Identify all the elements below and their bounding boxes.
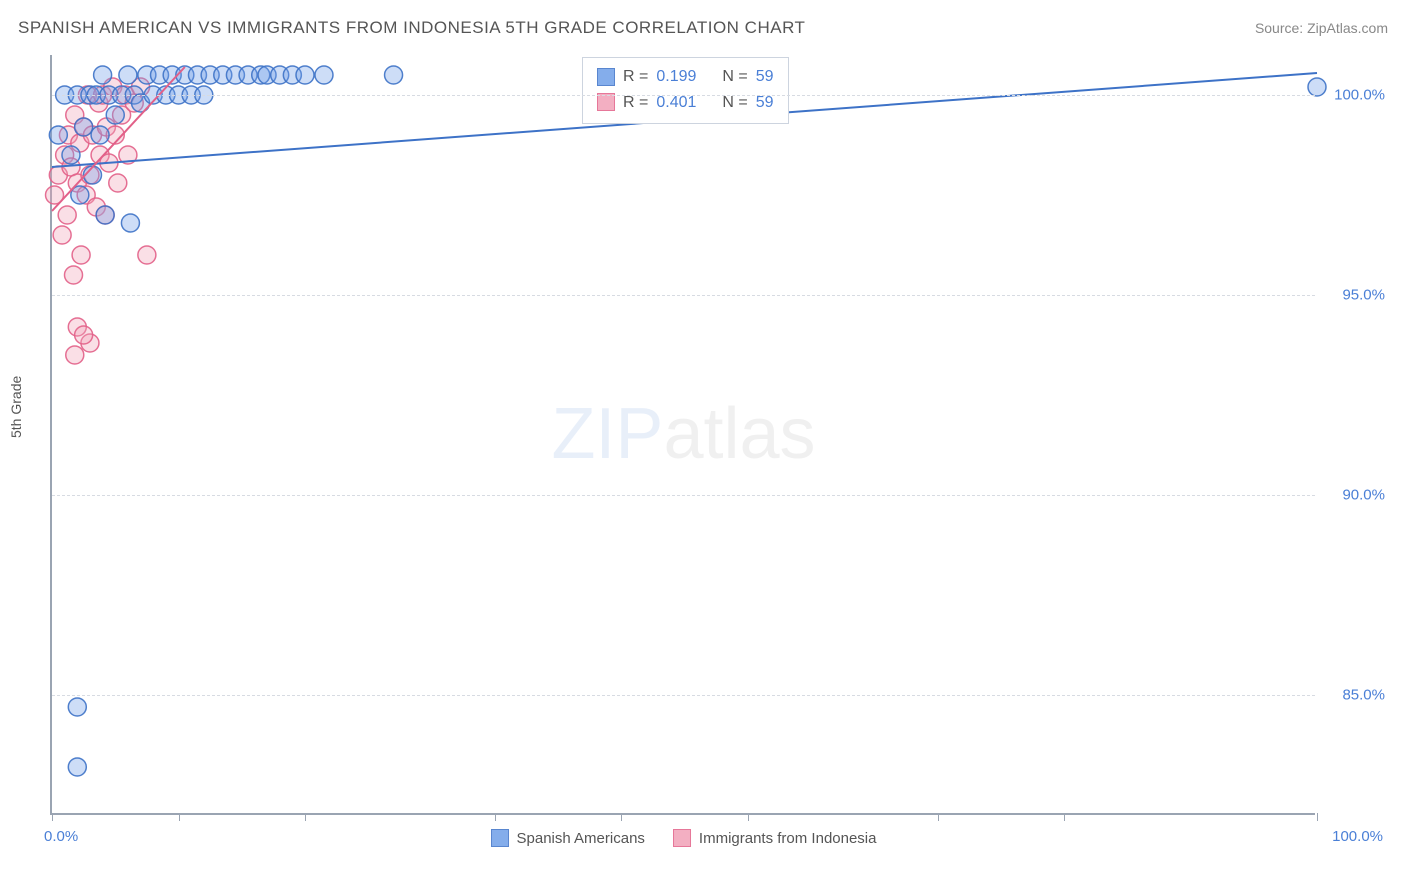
data-point (121, 214, 139, 232)
correlation-legend-box: R = 0.199 N = 59 R = 0.401 N = 59 (582, 57, 789, 124)
data-point (91, 126, 109, 144)
x-tick (938, 813, 939, 821)
legend-item-1: Spanish Americans (491, 829, 645, 847)
data-point (385, 66, 403, 84)
legend-n-label: N = (722, 90, 747, 116)
legend-label-1: Spanish Americans (517, 830, 645, 847)
y-axis-title: 5th Grade (8, 376, 24, 438)
data-point (1308, 78, 1326, 96)
x-tick (305, 813, 306, 821)
data-point (65, 266, 83, 284)
data-point (106, 106, 124, 124)
series-legend: Spanish Americans Immigrants from Indone… (491, 829, 877, 847)
x-tick (52, 813, 53, 821)
data-point (94, 66, 112, 84)
data-point (296, 66, 314, 84)
x-tick (748, 813, 749, 821)
legend-r-value-2: 0.401 (656, 90, 696, 116)
data-point (72, 246, 90, 264)
x-tick (621, 813, 622, 821)
legend-swatch-bottom-2 (673, 829, 691, 847)
legend-swatch-2 (597, 93, 615, 111)
x-axis-max-label: 100.0% (1332, 828, 1383, 845)
legend-n-label: N = (722, 64, 747, 90)
legend-item-2: Immigrants from Indonesia (673, 829, 877, 847)
x-tick (1317, 813, 1318, 821)
data-point (58, 206, 76, 224)
y-tick-label: 100.0% (1334, 87, 1385, 104)
data-point (138, 246, 156, 264)
legend-r-label: R = (623, 90, 648, 116)
grid-line (52, 295, 1315, 296)
data-point (49, 126, 67, 144)
legend-label-2: Immigrants from Indonesia (699, 830, 877, 847)
legend-swatch-1 (597, 68, 615, 86)
legend-row-2: R = 0.401 N = 59 (597, 90, 774, 116)
legend-r-value-1: 0.199 (656, 64, 696, 90)
grid-line (52, 95, 1315, 96)
grid-line (52, 495, 1315, 496)
data-point (62, 146, 80, 164)
data-point (75, 326, 93, 344)
y-tick-label: 85.0% (1342, 687, 1385, 704)
scatter-chart (52, 55, 1317, 815)
y-tick-label: 90.0% (1342, 487, 1385, 504)
legend-swatch-bottom-1 (491, 829, 509, 847)
plot-area: ZIPatlas R = 0.199 N = 59 R = 0.401 N = … (50, 55, 1315, 815)
x-tick (179, 813, 180, 821)
y-tick-label: 95.0% (1342, 287, 1385, 304)
data-point (75, 118, 93, 136)
legend-n-value-1: 59 (756, 64, 774, 90)
data-point (119, 66, 137, 84)
x-tick (495, 813, 496, 821)
source-label: Source: ZipAtlas.com (1255, 20, 1388, 36)
grid-line (52, 695, 1315, 696)
data-point (66, 346, 84, 364)
data-point (109, 174, 127, 192)
data-point (96, 206, 114, 224)
chart-title: SPANISH AMERICAN VS IMMIGRANTS FROM INDO… (18, 18, 805, 38)
data-point (68, 698, 86, 716)
legend-row-1: R = 0.199 N = 59 (597, 64, 774, 90)
x-axis-min-label: 0.0% (44, 828, 78, 845)
legend-n-value-2: 59 (756, 90, 774, 116)
data-point (68, 758, 86, 776)
legend-r-label: R = (623, 64, 648, 90)
data-point (53, 226, 71, 244)
data-point (315, 66, 333, 84)
x-tick (1064, 813, 1065, 821)
